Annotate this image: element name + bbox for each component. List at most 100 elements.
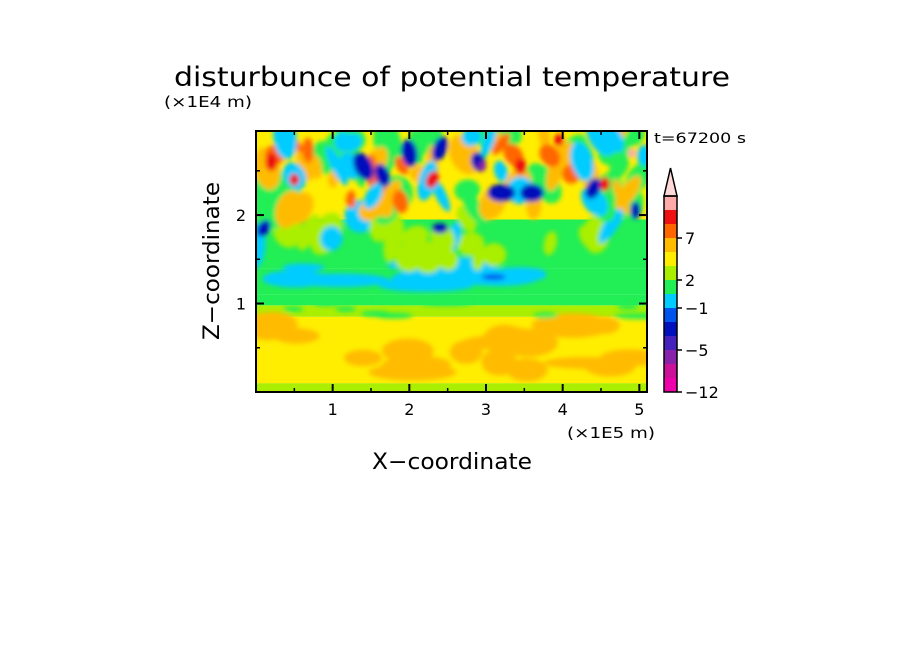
field-blob	[585, 178, 602, 199]
field-band	[256, 305, 647, 317]
x-tick-label: 5	[634, 400, 644, 419]
colorbar-swatch	[664, 336, 677, 350]
field-blob	[374, 296, 423, 303]
y-axis-label: Z−coordinate	[200, 182, 225, 340]
field-blob	[344, 349, 382, 367]
field-blob	[368, 363, 457, 381]
x-axis-ticks: 1 2 3 4 5	[293, 131, 644, 419]
field-blob	[375, 196, 394, 218]
field-blob	[432, 136, 448, 162]
x-tick-label: 2	[404, 400, 414, 419]
field-blob	[420, 299, 473, 306]
y-tick-label: 1	[236, 295, 246, 314]
field-blob	[617, 303, 639, 310]
colorbar-swatch	[664, 266, 677, 280]
field-blob	[487, 183, 516, 202]
field-blob	[400, 225, 429, 249]
colorbar-swatch	[664, 196, 677, 210]
colorbar-label: 2	[685, 271, 695, 290]
colorbar-label: 7	[685, 229, 695, 248]
field-blob	[283, 305, 304, 312]
field-blob	[608, 154, 630, 180]
x-tick-label: 3	[481, 400, 491, 419]
field-blob	[506, 358, 548, 382]
field-blob	[284, 192, 314, 224]
field-blob	[412, 241, 445, 274]
field-blob	[538, 131, 551, 151]
colorbar-overflow-arrow	[663, 167, 678, 197]
field-blob	[472, 243, 486, 271]
colorbar-swatch	[664, 280, 677, 294]
field-blob	[533, 312, 558, 319]
field-blob	[454, 179, 481, 202]
field-blob	[313, 299, 339, 306]
field-blob	[539, 144, 561, 168]
field-blob	[481, 243, 507, 267]
colorbar-swatch	[664, 364, 677, 378]
colorbar-swatch	[664, 294, 677, 308]
plot-frame	[255, 130, 648, 393]
field-blob	[256, 219, 271, 237]
colorbar-swatch	[664, 224, 677, 238]
y-axis-ticks: 12	[236, 170, 647, 349]
field-blob	[493, 160, 508, 182]
field-blob	[310, 155, 323, 179]
field-blob	[297, 214, 320, 251]
field-blob	[553, 133, 564, 146]
colorbar-swatch	[664, 350, 677, 364]
field-blob	[325, 146, 348, 186]
field-blob	[392, 189, 409, 214]
time-label: t=67200 s	[654, 131, 746, 147]
colorbar-swatch	[664, 238, 677, 252]
field-blob	[345, 190, 356, 208]
colorbar-frame	[663, 195, 678, 393]
colorbar-swatch	[664, 322, 677, 336]
field-blob	[543, 231, 558, 256]
field-blob	[265, 152, 278, 171]
field-blob	[462, 194, 488, 225]
field-blob	[262, 270, 328, 288]
field-blob	[630, 201, 641, 220]
field-blob	[401, 139, 418, 167]
field-band	[256, 294, 647, 306]
field-blob	[585, 131, 616, 156]
field-blob	[273, 131, 297, 160]
field-features	[256, 131, 647, 382]
field-blob	[514, 158, 527, 175]
x-tick-label: 1	[328, 400, 338, 419]
field-blob	[374, 163, 391, 187]
field-blob	[612, 179, 630, 215]
x-unit-label: (×1E5 m)	[567, 424, 655, 442]
field-blob	[449, 340, 483, 364]
colorbar-label: −5	[685, 341, 709, 360]
field-blob	[531, 313, 613, 338]
field-blob	[282, 263, 325, 272]
field-blob	[627, 148, 636, 159]
field-blob	[480, 131, 496, 159]
field-blob	[335, 306, 357, 313]
field-blob	[296, 144, 315, 182]
field-blob	[353, 152, 374, 181]
field-blob	[492, 133, 511, 155]
field-blob	[401, 269, 492, 285]
x-tick-label: 4	[558, 400, 568, 419]
field-blob	[363, 182, 383, 210]
colorbar-label: −12	[685, 383, 719, 402]
y-unit-label: (×1E4 m)	[164, 93, 252, 111]
field-blob	[480, 327, 546, 353]
field-blob	[432, 223, 448, 234]
field-blob	[636, 144, 647, 167]
colorbar-swatch	[664, 308, 677, 322]
field-blob	[334, 131, 352, 152]
field-blob	[478, 161, 487, 172]
field-blob	[375, 312, 413, 319]
field-blob	[320, 226, 343, 251]
chart-title: disturbunce of potential temperature	[174, 62, 730, 93]
y-tick-label: 2	[236, 206, 246, 225]
field-blob	[481, 273, 506, 280]
field-blob	[461, 131, 482, 147]
field-blob	[520, 183, 544, 202]
colorbar-swatch	[664, 252, 677, 266]
field-blob	[289, 173, 300, 186]
field-blob	[599, 177, 610, 192]
